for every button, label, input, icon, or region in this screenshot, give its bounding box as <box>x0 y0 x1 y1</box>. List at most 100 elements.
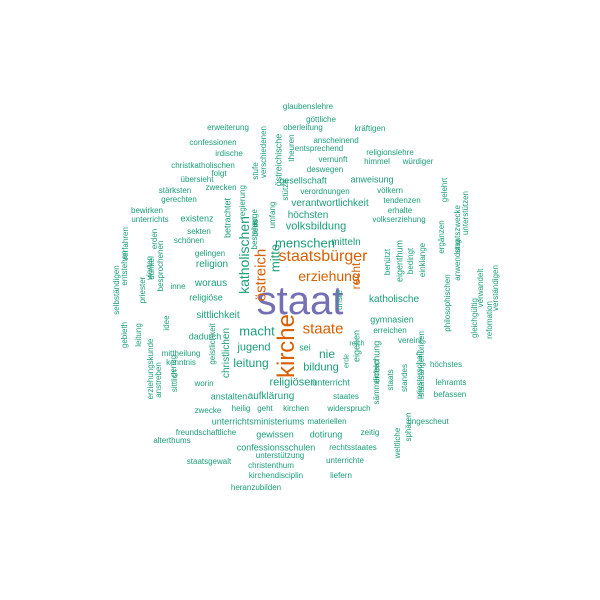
cloud-word: kirchen <box>283 404 309 413</box>
cloud-word: leitung <box>233 356 269 370</box>
cloud-word: religiösen <box>269 376 317 389</box>
cloud-word: dadurch <box>188 331 222 342</box>
cloud-word: vernunft <box>318 155 348 164</box>
cloud-word: verständigen <box>491 265 500 311</box>
cloud-word: schönen <box>173 236 205 245</box>
cloud-word: anstalten <box>210 391 248 402</box>
cloud-word: verschiedenen <box>259 125 268 179</box>
cloud-word: kenntnis <box>166 358 196 367</box>
cloud-word: erreichen <box>373 326 407 335</box>
cloud-word: verwandelt <box>476 268 485 308</box>
cloud-word: göttliche <box>306 115 336 124</box>
cloud-word: religiöse <box>189 292 223 303</box>
cloud-word: höchstes <box>429 360 463 369</box>
cloud-word: anscheinend <box>313 136 359 145</box>
cloud-word: betrachtet <box>222 197 233 239</box>
cloud-word: religionslehre <box>366 148 414 157</box>
cloud-word: standes <box>400 363 409 393</box>
cloud-word: östreich <box>252 248 270 302</box>
cloud-word: macht <box>239 323 275 339</box>
cloud-word: kirchendisciplin <box>248 471 304 480</box>
cloud-word: sittlichkeit <box>196 310 240 321</box>
cloud-word: nie <box>318 347 336 361</box>
cloud-word: gelehrt <box>440 177 449 203</box>
cloud-word: liefern <box>330 471 352 480</box>
cloud-word: gewissen <box>256 429 294 440</box>
cloud-word: unterrichtsministeriums <box>211 416 305 427</box>
cloud-word: unterricht <box>312 377 350 388</box>
cloud-word: gelingen <box>194 249 226 258</box>
cloud-word: gesellschaft <box>279 175 327 186</box>
cloud-word: himmel <box>364 157 390 166</box>
cloud-word: umfang <box>268 201 277 229</box>
cloud-word: kräftigen <box>354 124 386 133</box>
cloud-word: genug <box>169 354 178 378</box>
cloud-word: staats <box>386 369 395 391</box>
cloud-word: confessionen <box>189 138 237 147</box>
cloud-word: unterstützung <box>255 451 305 460</box>
cloud-word: erden <box>150 228 159 250</box>
cloud-word: stärksten <box>158 186 192 195</box>
cloud-word: staates <box>333 392 359 401</box>
cloud-word: christenthum <box>248 461 294 470</box>
cloud-word: staatsgewalt <box>186 457 232 466</box>
cloud-word: deswegen <box>306 165 344 174</box>
cloud-word: ergänzen <box>437 220 446 254</box>
cloud-word: alterthums <box>153 436 191 445</box>
cloud-word: inne <box>170 282 186 291</box>
cloud-word: verordnungen <box>300 187 350 196</box>
cloud-word: sphären <box>404 412 413 442</box>
cloud-word: zeitig <box>360 428 380 437</box>
cloud-word: geistlichkeit <box>208 323 217 365</box>
cloud-word: volkserziehung <box>372 215 426 224</box>
cloud-word: weltliche <box>393 427 402 459</box>
cloud-word: aufklärung <box>247 391 295 402</box>
cloud-word: kirche <box>273 313 300 379</box>
cloud-word: oberleitung <box>283 123 323 132</box>
cloud-word: widerspruch <box>327 404 371 413</box>
cloud-word: geht <box>257 404 273 413</box>
cloud-word: katholischen <box>236 216 252 294</box>
cloud-word: theuren <box>287 134 296 162</box>
cloud-word: gerechten <box>161 195 197 204</box>
cloud-word: zwecke <box>194 406 222 415</box>
cloud-word: anweisung <box>350 174 394 185</box>
cloud-word: regierung <box>238 185 247 219</box>
cloud-word: worin <box>194 379 214 388</box>
cloud-word: dotirung <box>309 429 343 440</box>
cloud-word: jugend <box>237 341 271 354</box>
cloud-word: übersieht <box>180 175 214 184</box>
cloud-word: mitteln <box>331 237 361 248</box>
cloud-word: priester <box>138 276 147 304</box>
cloud-word: sekten <box>187 227 211 236</box>
cloud-word: unterrichts <box>131 215 169 224</box>
cloud-word: staate <box>302 320 344 338</box>
cloud-word: unterrichte <box>326 456 364 465</box>
cloud-word: heilig <box>231 404 251 413</box>
cloud-word: erweiterung <box>207 123 249 132</box>
cloud-word: menschen <box>275 235 335 251</box>
cloud-word: recht <box>349 262 363 290</box>
cloud-word: tendenzen <box>383 196 421 205</box>
cloud-word: erde <box>343 353 351 369</box>
cloud-word: woraus <box>194 278 228 289</box>
cloud-word: bestehen <box>250 216 259 250</box>
cloud-word: rechtsstaates <box>329 443 377 452</box>
cloud-word: reich <box>349 340 365 348</box>
cloud-word: unsre <box>335 289 344 311</box>
cloud-word: glaubenslehre <box>282 102 334 111</box>
cloud-word: idee <box>162 315 171 331</box>
cloud-word: unterstützen <box>461 190 470 236</box>
cloud-word: verantwortlichkeit <box>291 198 369 209</box>
cloud-word: christlichen <box>221 327 232 379</box>
cloud-word: materiellen <box>307 417 347 426</box>
cloud-word: einklange <box>418 242 427 278</box>
cloud-word: völkern <box>377 186 403 195</box>
cloud-word: philosophischen <box>443 274 452 332</box>
cloud-word: erhalte <box>387 206 413 215</box>
cloud-word: höchsten <box>287 210 329 221</box>
cloud-word: dunkel <box>147 256 156 280</box>
cloud-word: sämmtlichen <box>372 359 381 405</box>
cloud-word: christkatholischen <box>171 161 235 170</box>
